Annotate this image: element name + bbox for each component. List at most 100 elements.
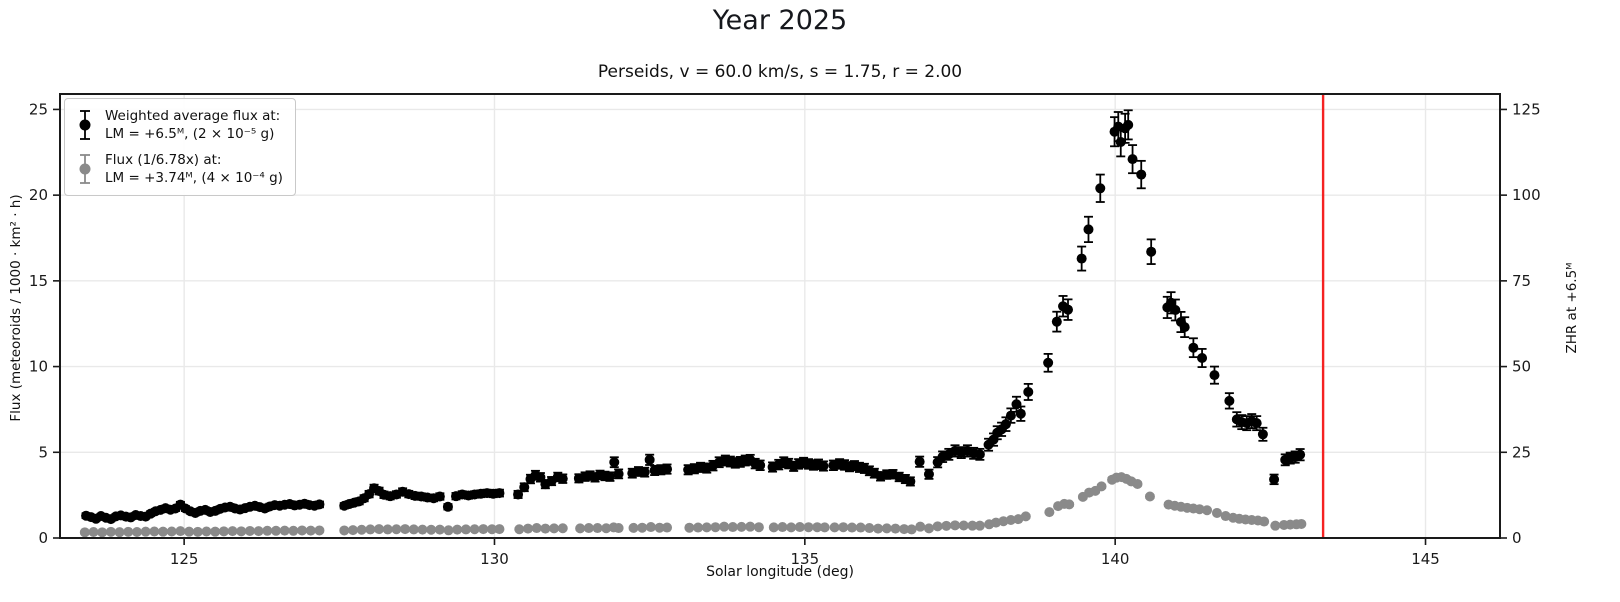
data-point-weighted-flux [644, 454, 655, 465]
data-point-scaled-flux [105, 526, 116, 537]
data-point-scaled-flux [314, 525, 325, 536]
data-point-scaled-flux [443, 525, 454, 536]
data-point-scaled-flux [654, 522, 665, 533]
data-point-scaled-flux [719, 521, 730, 532]
data-point-scaled-flux [693, 522, 704, 533]
data-point-scaled-flux [998, 516, 1009, 527]
data-point-scaled-flux [873, 523, 884, 534]
data-point-weighted-flux [639, 467, 650, 478]
data-point-scaled-flux [829, 522, 840, 533]
data-point-scaled-flux [131, 527, 142, 537]
data-point-scaled-flux [523, 523, 533, 534]
data-point-weighted-flux [1043, 357, 1054, 368]
data-point-scaled-flux [941, 520, 952, 531]
data-point-weighted-flux [442, 501, 453, 512]
data-point-weighted-flux [314, 499, 325, 510]
data-point-weighted-flux [1197, 353, 1208, 363]
legend-label: Weighted average flux at: LM = +6.5ᴹ, (2… [105, 107, 280, 143]
data-point-scaled-flux [210, 526, 221, 537]
data-point-scaled-flux [1194, 504, 1205, 515]
data-point-scaled-flux [408, 524, 419, 535]
data-point-weighted-flux [662, 464, 673, 475]
data-point-scaled-flux [549, 523, 560, 534]
data-point-weighted-flux [1251, 418, 1262, 429]
errorbar-marker-gray-icon [79, 154, 91, 184]
data-point-scaled-flux [855, 522, 866, 533]
data-point-weighted-flux [1000, 419, 1011, 430]
data-point-scaled-flux [1096, 481, 1107, 492]
data-point-scaled-flux [794, 522, 805, 533]
data-point-scaled-flux [1064, 499, 1075, 510]
data-point-weighted-flux [905, 476, 916, 487]
data-point-scaled-flux [114, 527, 125, 538]
data-point-scaled-flux [434, 524, 445, 535]
legend-label-line2: LM = +6.5ᴹ, (2 × 10⁻⁵ g) [105, 126, 275, 142]
data-point-scaled-flux [701, 522, 712, 533]
data-point-scaled-flux [710, 522, 721, 533]
data-point-scaled-flux [88, 527, 99, 537]
data-point-scaled-flux [374, 524, 385, 535]
data-point-scaled-flux [1020, 511, 1031, 522]
data-point-scaled-flux [469, 524, 480, 535]
legend-label-line1: Flux (1/6.78x) at: [105, 151, 222, 168]
data-point-weighted-flux [609, 457, 620, 468]
data-point-scaled-flux [244, 525, 255, 536]
data-point-scaled-flux [923, 523, 934, 534]
data-point-scaled-flux [391, 524, 402, 535]
data-point-scaled-flux [540, 523, 551, 534]
legend-label-line2: LM = +3.74ᴹ, (4 × 10⁻⁴ g) [105, 170, 283, 186]
data-point-scaled-flux [347, 525, 358, 536]
y-axis-label-right: ZHR at +6.5ᴹ [1564, 262, 1580, 354]
data-point-scaled-flux [727, 522, 738, 533]
data-point-scaled-flux [279, 525, 290, 536]
data-point-scaled-flux [1144, 491, 1155, 502]
data-point-scaled-flux [97, 527, 108, 538]
data-point-scaled-flux [460, 524, 471, 535]
data-point-scaled-flux [149, 526, 160, 537]
data-point-weighted-flux [1257, 429, 1268, 440]
data-point-scaled-flux [583, 523, 594, 534]
data-point-weighted-flux [1076, 253, 1087, 264]
errorbar-marker-black-icon [79, 110, 91, 140]
data-point-scaled-flux [1044, 507, 1055, 518]
data-point-scaled-flux [365, 524, 376, 535]
data-point-scaled-flux [175, 526, 186, 537]
y-tick-label-right: 125 [1512, 100, 1541, 118]
y-tick-label-left: 10 [29, 358, 48, 376]
data-point-scaled-flux [899, 524, 910, 535]
data-point-weighted-flux [1188, 342, 1199, 353]
data-point-scaled-flux [847, 522, 857, 533]
x-tick-label: 125 [170, 550, 199, 568]
data-point-scaled-flux [803, 522, 814, 533]
y-tick-label-left: 20 [29, 186, 48, 204]
data-point-weighted-flux [914, 456, 925, 467]
data-point-scaled-flux [271, 525, 281, 536]
data-point-weighted-flux [1083, 224, 1094, 235]
legend-item-weighted-flux: Weighted average flux at: LM = +6.5ᴹ, (2… [73, 105, 283, 145]
data-point-scaled-flux [1220, 511, 1231, 522]
data-point-scaled-flux [227, 526, 238, 537]
data-point-scaled-flux [557, 523, 568, 534]
legend-label-line1: Weighted average flux at: [105, 107, 281, 124]
data-point-scaled-flux [637, 522, 648, 533]
legend-item-scaled-flux: Flux (1/6.78x) at: LM = +3.74ᴹ, (4 × 10⁻… [73, 149, 283, 189]
data-point-scaled-flux [819, 522, 830, 533]
data-point-scaled-flux [1005, 515, 1016, 525]
data-point-weighted-flux [923, 469, 934, 480]
x-tick-label: 140 [1101, 550, 1130, 568]
data-point-weighted-flux [434, 491, 445, 502]
legend-label: Flux (1/6.78x) at: LM = +3.74ᴹ, (4 × 10⁻… [105, 151, 283, 187]
data-point-scaled-flux [967, 520, 978, 531]
data-point-scaled-flux [906, 524, 917, 535]
data-point-scaled-flux [950, 520, 961, 531]
data-point-scaled-flux [236, 526, 247, 537]
y-tick-label-right: 75 [1512, 272, 1531, 290]
data-point-weighted-flux [1127, 154, 1138, 165]
data-point-scaled-flux [253, 526, 264, 537]
data-point-scaled-flux [494, 524, 505, 535]
data-point-scaled-flux [531, 523, 542, 534]
data-point-scaled-flux [592, 523, 603, 534]
data-point-scaled-flux [140, 526, 151, 537]
data-point-scaled-flux [684, 522, 695, 533]
data-point-weighted-flux [1063, 304, 1073, 315]
